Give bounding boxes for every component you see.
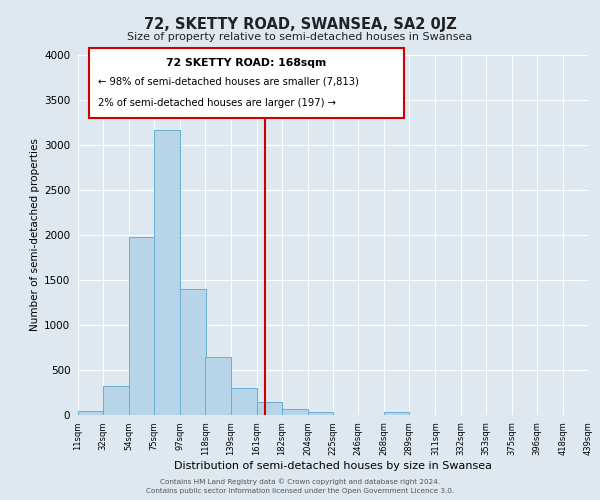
Y-axis label: Number of semi-detached properties: Number of semi-detached properties: [30, 138, 40, 332]
Text: 72, SKETTY ROAD, SWANSEA, SA2 0JZ: 72, SKETTY ROAD, SWANSEA, SA2 0JZ: [143, 18, 457, 32]
Bar: [257, 402, 282, 415]
Bar: [308, 412, 333, 415]
Text: 72 SKETTY ROAD: 168sqm: 72 SKETTY ROAD: 168sqm: [166, 58, 327, 68]
Text: Size of property relative to semi-detached houses in Swansea: Size of property relative to semi-detach…: [127, 32, 473, 42]
Bar: [154, 130, 181, 415]
Bar: [230, 388, 257, 415]
Bar: [384, 412, 409, 415]
X-axis label: Distribution of semi-detached houses by size in Swansea: Distribution of semi-detached houses by …: [174, 460, 492, 470]
Bar: [78, 410, 103, 415]
Text: 2% of semi-detached houses are larger (197) →: 2% of semi-detached houses are larger (1…: [98, 98, 336, 108]
Text: ← 98% of semi-detached houses are smaller (7,813): ← 98% of semi-detached houses are smalle…: [98, 76, 359, 86]
Bar: [129, 237, 154, 415]
Bar: [181, 289, 205, 415]
Text: Contains public sector information licensed under the Open Government Licence 3.: Contains public sector information licen…: [146, 488, 454, 494]
Bar: [103, 386, 129, 415]
Bar: [282, 408, 308, 415]
FancyBboxPatch shape: [89, 48, 404, 118]
Bar: [205, 358, 230, 415]
Text: Contains HM Land Registry data © Crown copyright and database right 2024.: Contains HM Land Registry data © Crown c…: [160, 478, 440, 485]
